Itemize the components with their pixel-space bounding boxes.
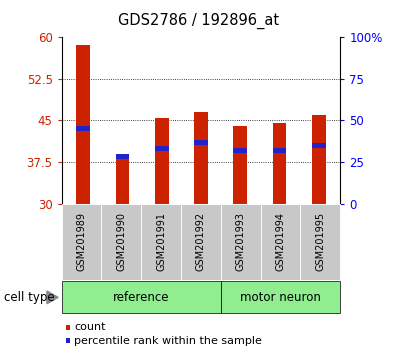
Text: GSM201993: GSM201993	[236, 212, 246, 271]
Bar	[194, 112, 208, 204]
Bar	[116, 154, 129, 159]
Text: motor neuron: motor neuron	[240, 291, 321, 304]
Bar	[233, 148, 247, 153]
Bar	[155, 118, 169, 204]
Bar	[76, 46, 90, 204]
Polygon shape	[47, 291, 58, 304]
Bar	[312, 143, 326, 148]
Text: GSM201990: GSM201990	[116, 212, 127, 271]
Bar	[194, 140, 208, 145]
Text: GSM201991: GSM201991	[156, 212, 166, 271]
Text: GDS2786 / 192896_at: GDS2786 / 192896_at	[119, 12, 279, 29]
Bar	[233, 126, 247, 204]
Text: GSM201992: GSM201992	[196, 212, 206, 271]
Bar	[155, 145, 169, 150]
Text: cell type: cell type	[4, 291, 55, 304]
Text: GSM201995: GSM201995	[315, 212, 326, 271]
Text: count: count	[74, 322, 106, 332]
Text: GSM201994: GSM201994	[275, 212, 286, 271]
Text: percentile rank within the sample: percentile rank within the sample	[74, 336, 262, 346]
Bar	[116, 154, 129, 204]
Bar	[273, 123, 286, 204]
Text: reference: reference	[113, 291, 170, 304]
Text: GSM201989: GSM201989	[76, 212, 87, 271]
Bar	[273, 148, 286, 153]
Bar	[76, 126, 90, 131]
Bar	[312, 115, 326, 204]
